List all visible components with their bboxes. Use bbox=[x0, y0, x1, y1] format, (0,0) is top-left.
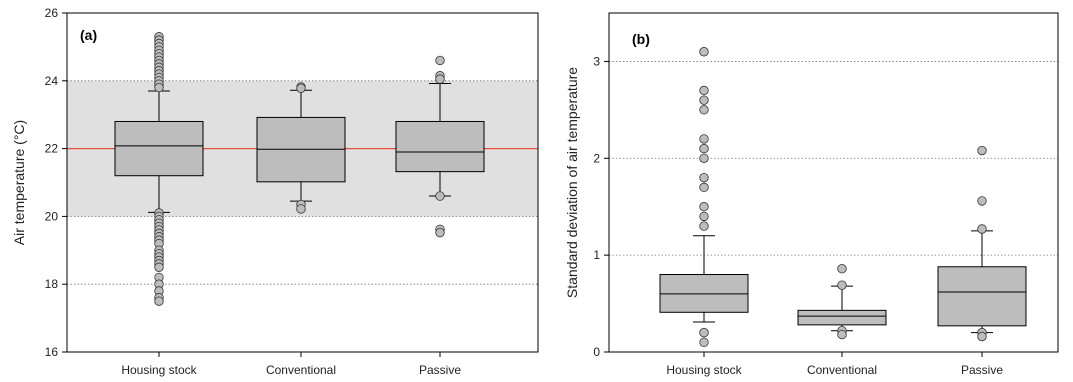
x-tick-label: Housing stock bbox=[121, 363, 197, 377]
x-tick-label: Conventional bbox=[266, 363, 336, 377]
outlier-point bbox=[699, 95, 709, 105]
y-tick-label: 3 bbox=[593, 54, 600, 68]
x-tick-label: Passive bbox=[419, 363, 461, 377]
boxplot-passive bbox=[395, 55, 485, 238]
outlier-point bbox=[977, 196, 987, 206]
y-axis-label: Standard deviation of air temperature bbox=[564, 67, 580, 298]
panel-a: 16 18 20 22 24 26 Housing stock Conventional Pa… bbox=[11, 6, 539, 377]
outlier-point bbox=[699, 47, 709, 57]
outlier-point bbox=[435, 227, 445, 238]
outlier-point bbox=[435, 74, 445, 84]
outlier-point bbox=[977, 224, 987, 234]
x-tick-label: Passive bbox=[961, 363, 1003, 377]
outlier-point bbox=[699, 134, 709, 144]
box bbox=[114, 120, 204, 177]
outlier-point bbox=[435, 191, 445, 201]
outlier-point bbox=[296, 204, 306, 214]
y-tick-label: 18 bbox=[45, 277, 59, 291]
boxplots bbox=[659, 47, 1027, 348]
y-tick-label: 2 bbox=[593, 151, 600, 165]
x-tick-label: Housing stock bbox=[666, 363, 742, 377]
outlier-point bbox=[699, 327, 709, 338]
boxplot-conventional bbox=[797, 264, 887, 340]
outlier-point bbox=[699, 85, 709, 96]
y-tick-label: 16 bbox=[45, 345, 59, 359]
y-axis-ticks: 16 18 20 22 24 26 bbox=[45, 6, 67, 359]
y-tick-label: 20 bbox=[45, 209, 59, 223]
outlier-point bbox=[699, 172, 709, 183]
y-tick-label: 24 bbox=[45, 74, 59, 88]
outlier-point bbox=[977, 145, 987, 156]
y-axis-label: Air temperature (°C) bbox=[11, 120, 27, 245]
boxplot-conventional bbox=[256, 82, 346, 214]
x-tick-label: Conventional bbox=[807, 363, 877, 377]
y-tick-label: 0 bbox=[593, 345, 600, 359]
y-tick-label: 1 bbox=[593, 248, 600, 262]
boxplot-housing-stock bbox=[114, 32, 204, 306]
box bbox=[937, 266, 1027, 327]
y-tick-label: 22 bbox=[45, 142, 59, 156]
outlier-point bbox=[699, 211, 709, 222]
outlier-point bbox=[837, 280, 847, 290]
plot-frame bbox=[66, 12, 539, 353]
plot-frame bbox=[608, 12, 1059, 353]
y-axis-ticks: 0 1 2 3 bbox=[593, 54, 609, 359]
outlier-point bbox=[154, 262, 164, 272]
box bbox=[395, 120, 485, 173]
gridlines bbox=[609, 61, 1058, 256]
outlier-point bbox=[699, 337, 709, 348]
outlier-point bbox=[699, 221, 709, 231]
outlier-point bbox=[296, 83, 306, 93]
boxplot-passive bbox=[937, 145, 1027, 342]
outlier-point bbox=[837, 264, 847, 274]
panel-label: (b) bbox=[632, 31, 650, 47]
outlier-point bbox=[154, 82, 164, 93]
x-axis-ticks: Housing stock Conventional Passive bbox=[121, 352, 461, 377]
outlier-point bbox=[435, 55, 445, 66]
outlier-point bbox=[699, 143, 709, 154]
x-axis-ticks: Housing stock Conventional Passive bbox=[666, 352, 1003, 377]
y-tick-label: 26 bbox=[45, 6, 59, 20]
boxplot-housing-stock bbox=[659, 47, 749, 348]
outlier-point bbox=[837, 329, 847, 340]
outlier-point bbox=[154, 296, 164, 306]
panel-label: (a) bbox=[80, 27, 97, 43]
outlier-point bbox=[699, 202, 709, 212]
box bbox=[797, 309, 887, 326]
outlier-point bbox=[699, 182, 709, 193]
panel-b: 0 1 2 3 Housing stock Conventional Passive (b… bbox=[564, 12, 1059, 377]
boxplots bbox=[114, 32, 485, 306]
outlier-point bbox=[699, 105, 709, 115]
outlier-point bbox=[977, 331, 987, 342]
outlier-point bbox=[699, 153, 709, 163]
